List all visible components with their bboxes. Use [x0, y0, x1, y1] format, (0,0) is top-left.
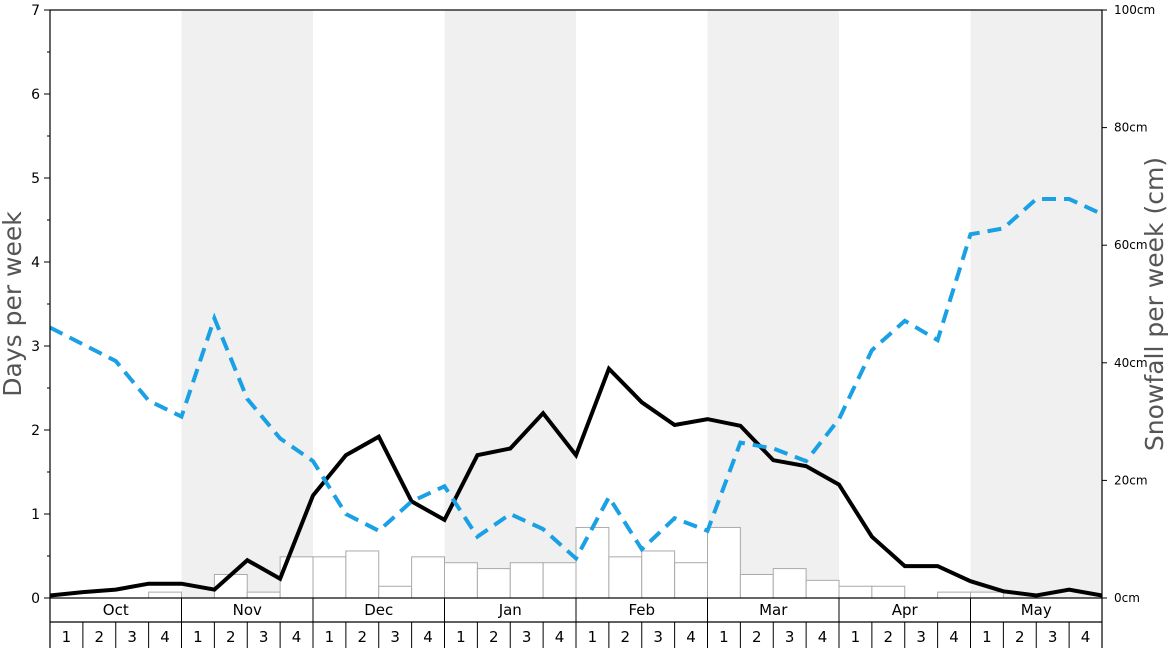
week-label: 2 [621, 628, 631, 646]
snowfall-bar [411, 556, 445, 599]
snowfall-bar [674, 562, 708, 599]
month-shade [181, 10, 313, 598]
week-label: 3 [916, 628, 926, 646]
snowfall-bar [772, 568, 807, 599]
month-label: Oct [103, 601, 129, 619]
snowfall-bar [871, 585, 906, 599]
right-axis-title: Snowfall per week (cm) [1140, 157, 1168, 451]
right-tick-label: 20cm [1114, 473, 1148, 487]
snowfall-bar [542, 562, 577, 599]
left-tick-label: 3 [31, 339, 40, 355]
snowfall-bar [246, 591, 281, 599]
week-label: 2 [752, 628, 762, 646]
week-label: 1 [588, 628, 598, 646]
month-label: Feb [628, 601, 655, 619]
week-label: 4 [949, 628, 959, 646]
left-axis-title: Days per week [0, 211, 27, 397]
week-label: 1 [719, 628, 729, 646]
data-lines [49, 197, 1103, 598]
snowfall-bar [444, 562, 478, 599]
week-label: 4 [160, 628, 170, 646]
snowfall-bar [937, 591, 971, 599]
week-label: 3 [1048, 628, 1058, 646]
snowfall-bar [345, 550, 380, 599]
snowfall-bar [739, 573, 774, 599]
month-label: Dec [364, 601, 393, 619]
snowfall-bar [509, 562, 544, 599]
week-label: 2 [1015, 628, 1025, 646]
week-label: 3 [259, 628, 269, 646]
x-axis-table: Oct 1 2 3 4 Nov 1 2 3 4 Dec 1 2 3 4 Jan 1 2 3 4 Feb 1 2 3 4 Mar 1 2… [49, 598, 1103, 648]
left-tick-label: 1 [31, 507, 40, 523]
left-tick-label: 2 [31, 423, 40, 439]
week-label: 2 [226, 628, 236, 646]
month-shade [444, 10, 576, 598]
left-axis: 0 1 2 3 4 5 6 7 [31, 3, 50, 607]
days-per-week-line [49, 365, 1103, 598]
right-tick-label: 40cm [1114, 356, 1148, 370]
month-label: Mar [759, 601, 788, 619]
week-label: 2 [884, 628, 894, 646]
week-label: 4 [292, 628, 302, 646]
snowfall-bar [575, 526, 610, 599]
right-tick-label: 60cm [1114, 238, 1148, 252]
snowfall-bars [148, 526, 1004, 599]
snowfall-bar [312, 556, 347, 599]
month-shade [970, 10, 1102, 598]
week-label: 1 [193, 628, 203, 646]
snowfall-bar [707, 526, 741, 599]
week-label: 2 [358, 628, 368, 646]
week-label: 4 [686, 628, 696, 646]
right-tick-label: 0cm [1114, 591, 1140, 605]
week-label: 1 [851, 628, 861, 646]
month-shade [707, 10, 839, 598]
snowfall-bar [476, 568, 511, 599]
week-label: 1 [456, 628, 466, 646]
left-tick-label: 0 [31, 591, 40, 607]
right-tick-label: 80cm [1114, 121, 1148, 135]
week-label: 3 [653, 628, 663, 646]
right-axis: 0cm 20cm 40cm 60cm 80cm 100cm [1102, 3, 1155, 605]
snowfall-bar [641, 550, 676, 599]
week-label: 4 [1081, 628, 1091, 646]
left-tick-label: 4 [31, 255, 40, 271]
left-tick-label: 5 [31, 171, 40, 187]
month-label: May [1021, 601, 1052, 619]
month-label: Jan [498, 601, 522, 619]
left-tick-label: 7 [31, 3, 40, 19]
week-label: 4 [818, 628, 828, 646]
week-label: 3 [522, 628, 532, 646]
right-tick-label: 100cm [1114, 3, 1155, 17]
week-label: 2 [95, 628, 105, 646]
week-label: 1 [982, 628, 992, 646]
month-label: Nov [233, 601, 262, 619]
left-tick-label: 6 [31, 87, 40, 103]
snowfall-bar [838, 585, 873, 599]
snowfall-bar [805, 579, 840, 599]
snowfall-bar [148, 591, 182, 599]
snowfall-bar [970, 591, 1004, 599]
week-label: 1 [325, 628, 335, 646]
week-label: 3 [127, 628, 137, 646]
week-label: 3 [785, 628, 795, 646]
dashed-line-series [49, 197, 1103, 562]
week-label: 4 [423, 628, 433, 646]
snowfall-bar [378, 585, 413, 599]
month-label: Apr [892, 601, 919, 619]
week-label: 1 [62, 628, 72, 646]
month-shading [181, 10, 1102, 598]
snowfall-bar [608, 556, 643, 599]
week-label: 3 [390, 628, 400, 646]
week-label: 4 [555, 628, 565, 646]
week-label: 2 [489, 628, 499, 646]
